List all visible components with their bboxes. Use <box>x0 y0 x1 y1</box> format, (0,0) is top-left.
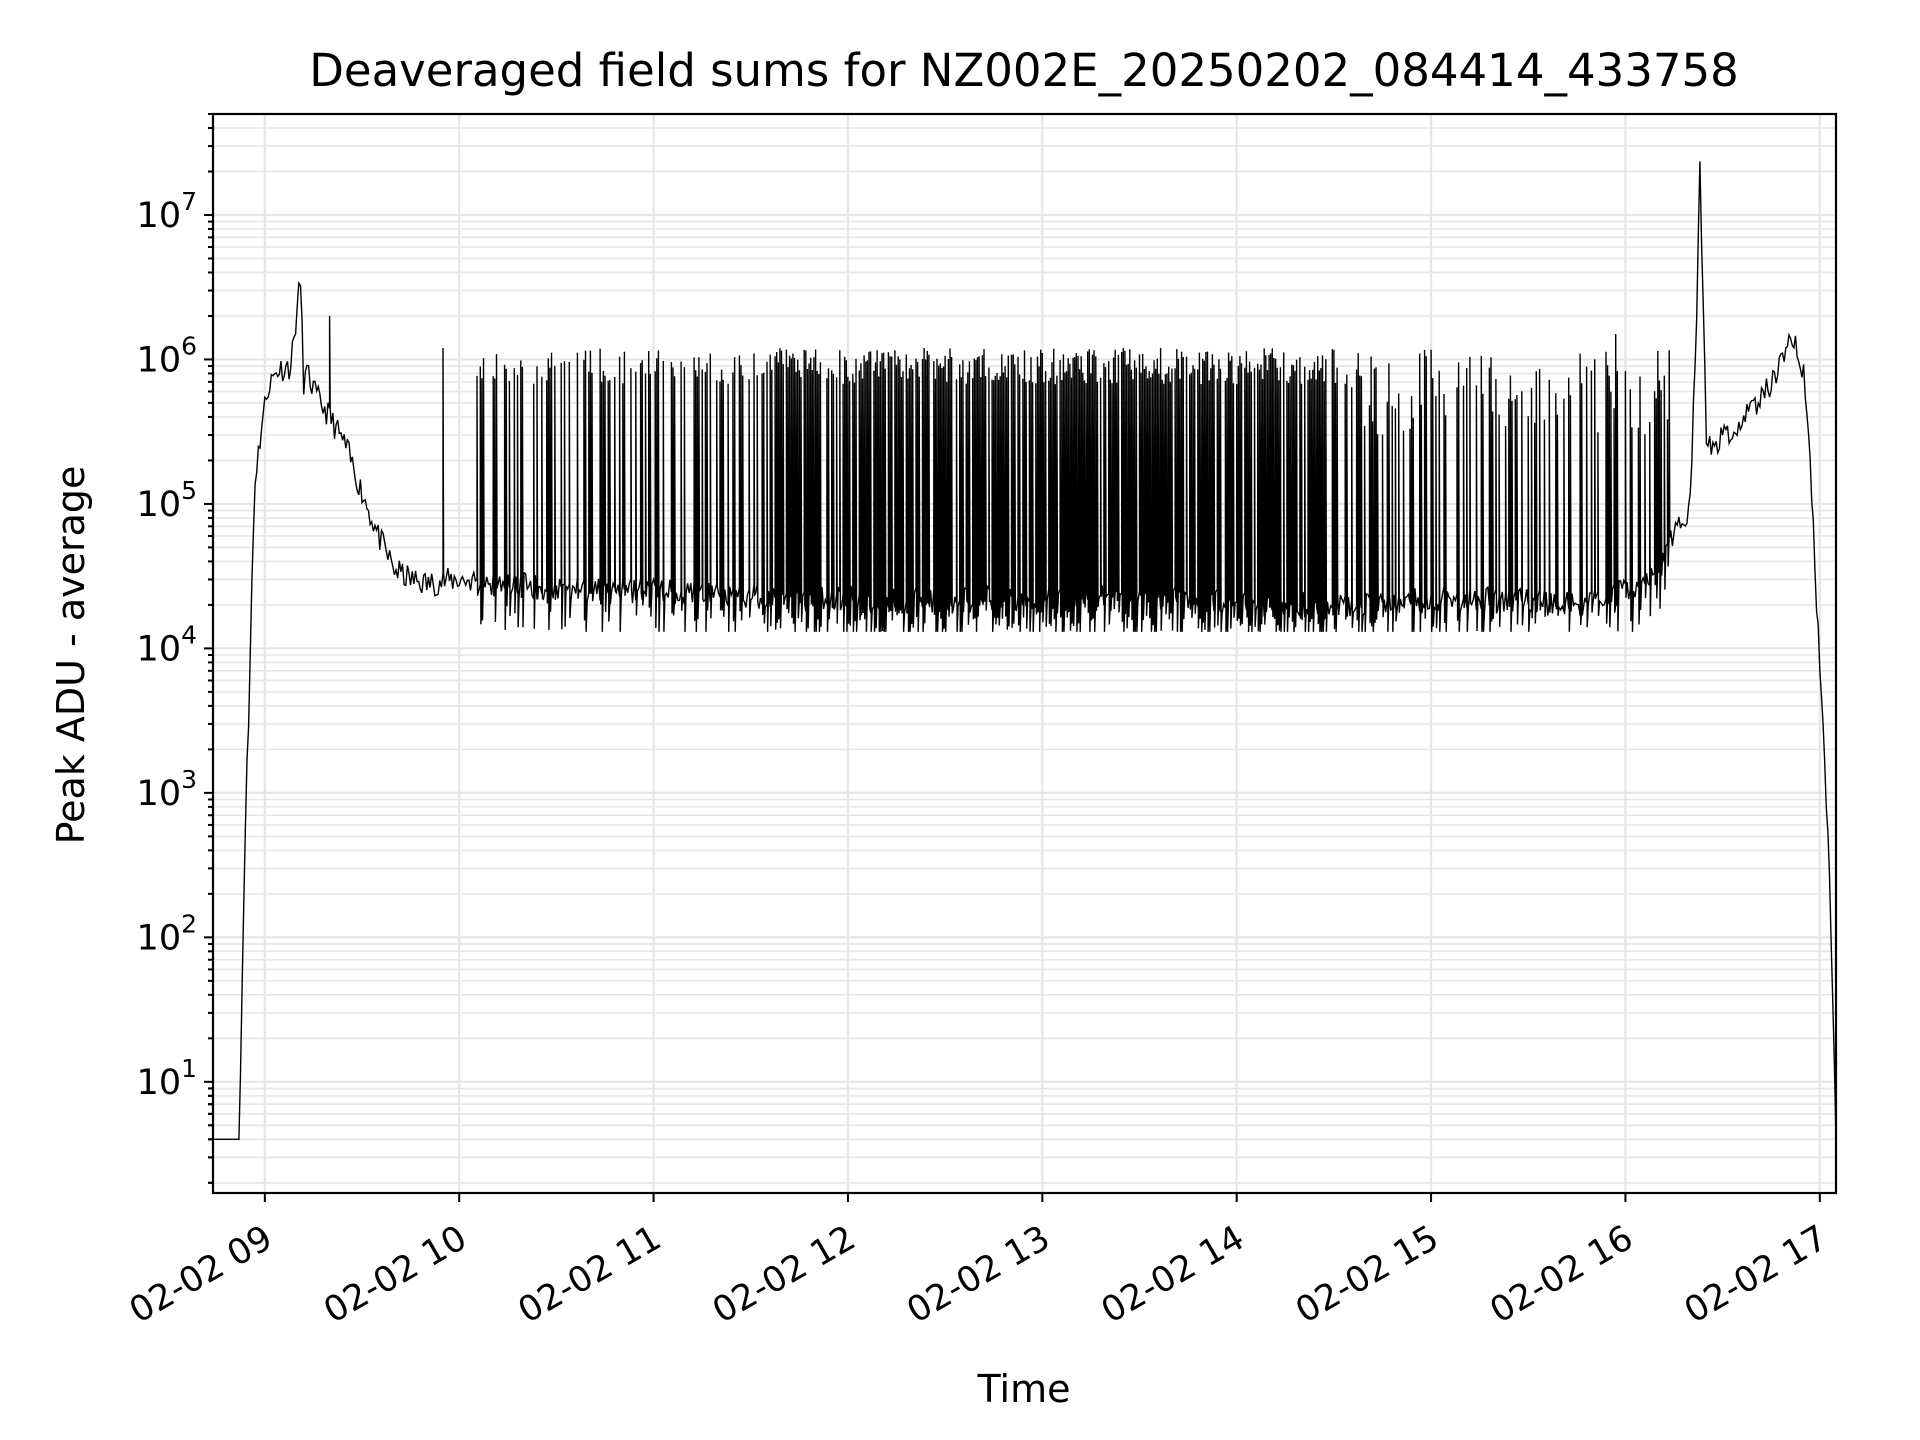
y-tick-label: 105 <box>137 476 197 525</box>
y-tick-label: 104 <box>137 620 197 669</box>
y-tick-label: 102 <box>137 909 197 958</box>
plot-frame <box>211 112 1838 1195</box>
chart-title: Deaveraged field sums for NZ002E_2025020… <box>309 44 1738 97</box>
x-tick-label: 02-02 11 <box>512 1218 668 1331</box>
x-tick-label: 02-02 09 <box>123 1218 279 1331</box>
y-tick-label: 101 <box>137 1054 197 1103</box>
y-axis: 101 102 103 104 105 106 107 <box>137 113 213 1184</box>
series-line <box>213 161 1837 1140</box>
x-tick-label: 02-02 13 <box>901 1218 1057 1331</box>
y-tick-label: 106 <box>137 331 197 380</box>
grid <box>213 113 1836 1193</box>
x-tick-label: 02-02 12 <box>706 1218 862 1331</box>
y-axis-label: Peak ADU - average <box>49 466 93 845</box>
x-tick-label: 02-02 17 <box>1678 1218 1834 1331</box>
x-tick-label: 02-02 10 <box>317 1218 473 1331</box>
x-axis-label: Time <box>977 1367 1071 1411</box>
y-tick-label: 107 <box>137 187 197 236</box>
x-tick-label: 02-02 14 <box>1095 1218 1251 1331</box>
series-layer <box>213 161 1837 1140</box>
y-tick-label: 103 <box>137 765 197 814</box>
x-axis: 02-02 09 02-02 10 02-02 11 02-02 12 02-02 13… <box>123 1193 1834 1331</box>
x-tick-label: 02-02 16 <box>1484 1218 1640 1331</box>
x-tick-label: 02-02 15 <box>1289 1218 1445 1331</box>
